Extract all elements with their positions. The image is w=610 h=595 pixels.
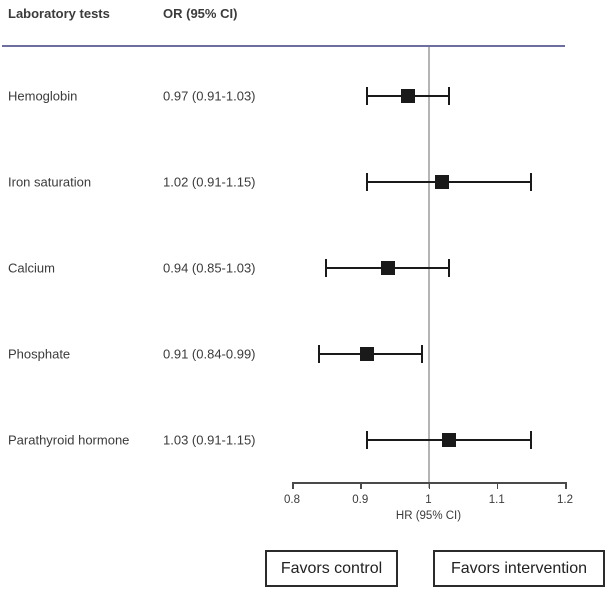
ci-cap-right — [420, 345, 423, 363]
axis-tick — [428, 482, 430, 489]
point-marker — [401, 89, 416, 103]
point-marker — [360, 347, 375, 361]
axis-tick-label: 1 — [425, 494, 432, 506]
row-label: Iron saturation — [8, 174, 92, 190]
ci-cap-left — [366, 87, 369, 105]
axis-tick-label: 1.2 — [557, 494, 573, 506]
row-label: Phosphate — [8, 346, 71, 362]
ci-cap-left — [318, 345, 321, 363]
point-marker — [380, 261, 395, 275]
row-label: Hemoglobin — [8, 88, 78, 104]
axis-tick — [360, 482, 362, 489]
header-rule — [2, 45, 565, 47]
favors-intervention-box: Favors intervention — [433, 550, 605, 587]
ci-cap-right — [529, 431, 532, 449]
column-header-or-ci: OR (95% CI) — [163, 6, 238, 21]
row-value: 1.03 (0.91-1.15) — [163, 432, 256, 448]
axis-tick-label: 1.1 — [488, 494, 505, 506]
point-marker — [441, 433, 456, 447]
row-value: 0.97 (0.91-1.03) — [163, 88, 256, 104]
axis-tick-label: 0.8 — [284, 494, 300, 506]
ci-cap-left — [366, 431, 369, 449]
row-value: 0.91 (0.84-0.99) — [163, 346, 256, 362]
ci-cap-right — [447, 87, 450, 105]
axis-tick — [565, 482, 567, 489]
ci-cap-right — [529, 173, 532, 191]
axis-tick-label: 0.9 — [352, 494, 369, 506]
axis-tick — [292, 482, 294, 489]
row-value: 0.94 (0.85-1.03) — [163, 260, 256, 276]
x-axis-label: HR (95% CI) — [395, 510, 462, 522]
ci-cap-left — [325, 259, 328, 277]
ci-cap-right — [447, 259, 450, 277]
ci-cap-left — [366, 173, 369, 191]
favors-control-box: Favors control — [265, 550, 398, 587]
axis-tick — [496, 482, 499, 489]
column-header-laboratory-tests: Laboratory tests — [8, 6, 110, 21]
row-label: Parathyroid hormone — [8, 432, 130, 448]
row-value: 1.02 (0.91-1.15) — [163, 174, 256, 190]
row-label: Calcium — [8, 260, 55, 276]
point-marker — [435, 175, 450, 189]
